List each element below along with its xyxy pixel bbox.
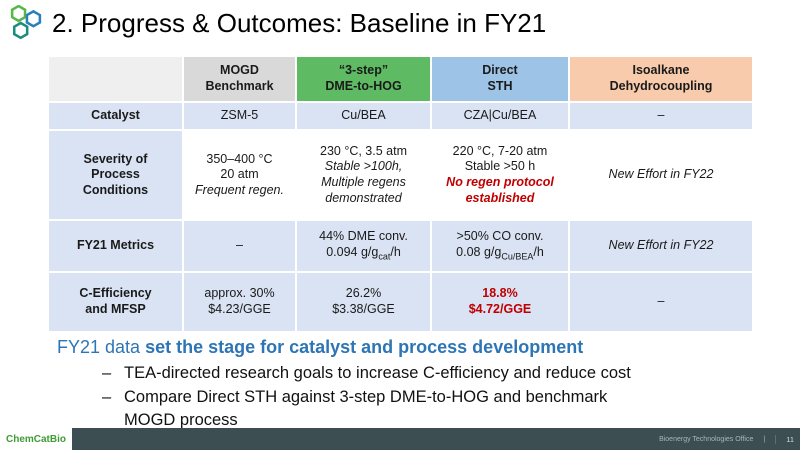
efficiency-direct-line2: $4.72/GGE <box>468 302 532 316</box>
hexagon-blue <box>25 9 42 28</box>
bullet-list: – TEA-directed research goals to increas… <box>102 362 752 433</box>
footer-office-label: Bioenergy Technologies Office <box>659 435 754 443</box>
header-direct-sth: Direct STH <box>430 55 570 103</box>
bullet-dash: – <box>102 364 112 382</box>
cell-catalyst-direct: CZA|Cu/BEA <box>430 101 570 131</box>
severity-direct-line3: No regen protocol <box>446 175 554 189</box>
hexagon-logo-icon <box>10 5 42 40</box>
efficiency-3step-line2: $3.38/GGE <box>332 302 395 316</box>
efficiency-mogd-line2: $4.23/GGE <box>208 302 271 316</box>
efficiency-3step-line1: 26.2% <box>345 286 382 301</box>
bullet-text-2-line1: Compare Direct STH against 3-step DME-to… <box>124 388 608 407</box>
title-row: 2. Progress & Outcomes: Baseline in FY21 <box>8 5 546 41</box>
metrics-direct-line1: >50% CO conv. <box>456 229 544 244</box>
severity-3step-line2: Stable >100h, <box>324 159 403 174</box>
metrics-direct-line2: 0.08 g/gCu/BEA/h <box>436 245 564 263</box>
header-direct-line1: Direct <box>482 63 518 78</box>
severity-mogd-line3: Frequent regen. <box>195 182 284 197</box>
header-isoalkane: Isoalkane Dehydrocoupling <box>568 55 754 103</box>
row-label-efficiency: C-Efficiency and MFSP <box>47 271 184 333</box>
header-3step: “3-step” DME-to-HOG <box>295 55 432 103</box>
header-row: MOGD Benchmark “3-step” DME-to-HOG Direc… <box>47 55 754 103</box>
severity-label-line2: Process <box>91 167 140 182</box>
cell-efficiency-mogd: approx. 30% $4.23/GGE <box>182 271 297 333</box>
cell-metrics-iso: New Effort in FY22 <box>568 219 754 273</box>
severity-mogd-line1: 350–400 °C <box>206 151 273 166</box>
cell-metrics-mogd: – <box>182 219 297 273</box>
cell-efficiency-3step: 26.2% $3.38/GGE <box>295 271 432 333</box>
hexagon-green <box>10 5 27 23</box>
footer-page-number: 11 <box>775 434 794 444</box>
row-catalyst: Catalyst ZSM-5 Cu/BEA CZA|Cu/BEA – <box>47 101 754 131</box>
header-empty <box>47 55 184 103</box>
cell-severity-iso: New Effort in FY22 <box>568 129 754 221</box>
header-iso-line1: Isoalkane <box>632 63 690 78</box>
bullet-text-1: TEA-directed research goals to increase … <box>124 364 631 382</box>
metrics-3step-sub: cat <box>378 251 391 262</box>
metrics-3step-pre: 0.094 g/g <box>326 244 379 259</box>
row-label-catalyst: Catalyst <box>47 101 184 131</box>
cell-catalyst-3step: Cu/BEA <box>295 101 432 131</box>
footer-bar: ChemCatBio Bioenergy Technologies Office… <box>0 428 800 450</box>
efficiency-mogd-line1: approx. 30% <box>204 286 275 301</box>
header-mogd: MOGD Benchmark <box>182 55 297 103</box>
severity-direct-line1: 220 °C, 7-20 atm <box>452 143 548 158</box>
takeaway-lead: FY21 data <box>57 337 146 357</box>
slide-title: 2. Progress & Outcomes: Baseline in FY21 <box>52 7 547 38</box>
severity-3step-line4: demonstrated <box>325 190 402 205</box>
row-label-severity: Severity of Process Conditions <box>47 129 184 221</box>
bullet-item: – Compare Direct STH against 3-step DME-… <box>102 386 752 431</box>
hexagon-teal <box>12 21 29 40</box>
takeaway-bold: set the stage for catalyst and process d… <box>145 337 584 357</box>
severity-3step-line3: Multiple regens <box>321 175 406 189</box>
footer-separator: | <box>763 435 766 443</box>
header-mogd-line1: MOGD <box>220 63 259 78</box>
header-direct-line2: STH <box>487 79 513 93</box>
header-3step-line1: “3-step” <box>338 63 389 78</box>
row-fy21-metrics: FY21 Metrics – 44% DME conv. 0.094 g/gca… <box>47 219 754 273</box>
severity-label-line3: Conditions <box>82 182 149 197</box>
row-label-metrics: FY21 Metrics <box>47 219 184 273</box>
row-severity: Severity of Process Conditions 350–400 °… <box>47 129 754 221</box>
severity-direct-line4: established <box>465 190 535 205</box>
header-iso-line2: Dehydrocoupling <box>609 79 713 93</box>
bullet-text-2-line2: MOGD process <box>124 410 238 429</box>
metrics-direct-pre: 0.08 g/g <box>456 244 502 259</box>
metrics-3step-line2: 0.094 g/gcat/h <box>301 245 426 263</box>
cell-efficiency-direct: 18.8% $4.72/GGE <box>430 271 570 333</box>
metrics-direct-sub: Cu/BEA <box>501 251 534 262</box>
metrics-3step-post: /h <box>390 244 401 259</box>
cell-metrics-3step: 44% DME conv. 0.094 g/gcat/h <box>295 219 432 273</box>
footer-right: Bioenergy Technologies Office | 11 <box>659 428 794 450</box>
cell-metrics-direct: >50% CO conv. 0.08 g/gCu/BEA/h <box>430 219 570 273</box>
metrics-direct-post: /h <box>533 244 544 259</box>
metrics-3step-line1: 44% DME conv. <box>319 229 408 244</box>
cell-severity-3step: 230 °C, 3.5 atm Stable >100h, Multiple r… <box>295 129 432 221</box>
bullet-item: – TEA-directed research goals to increas… <box>102 362 752 384</box>
cell-severity-mogd: 350–400 °C 20 atm Frequent regen. <box>182 129 297 221</box>
header-3step-line2: DME-to-HOG <box>325 79 402 93</box>
severity-label-line1: Severity of <box>83 151 148 166</box>
cell-catalyst-mogd: ZSM-5 <box>182 101 297 131</box>
severity-3step-line1: 230 °C, 3.5 atm <box>320 143 407 158</box>
severity-direct-line2: Stable >50 h <box>464 159 536 174</box>
row-c-efficiency: C-Efficiency and MFSP approx. 30% $4.23/… <box>47 271 754 333</box>
chemcatbio-logo: ChemCatBio <box>0 428 72 450</box>
efficiency-label-line2: and MFSP <box>85 302 146 316</box>
bullet-text-2: Compare Direct STH against 3-step DME-to… <box>124 386 607 431</box>
efficiency-direct-line1: 18.8% <box>482 286 518 301</box>
header-mogd-line2: Benchmark <box>205 79 274 93</box>
efficiency-label-line1: C-Efficiency <box>79 286 152 301</box>
takeaway-line: FY21 data set the stage for catalyst and… <box>57 337 583 358</box>
cell-efficiency-iso: – <box>568 271 754 333</box>
cell-severity-direct: 220 °C, 7-20 atm Stable >50 h No regen p… <box>430 129 570 221</box>
bullet-dash: – <box>102 388 112 407</box>
comparison-table: MOGD Benchmark “3-step” DME-to-HOG Direc… <box>47 55 754 333</box>
chemcatbio-logo-text: ChemCatBio <box>5 433 66 445</box>
severity-mogd-line2: 20 atm <box>220 167 259 182</box>
cell-catalyst-iso: – <box>568 101 754 131</box>
